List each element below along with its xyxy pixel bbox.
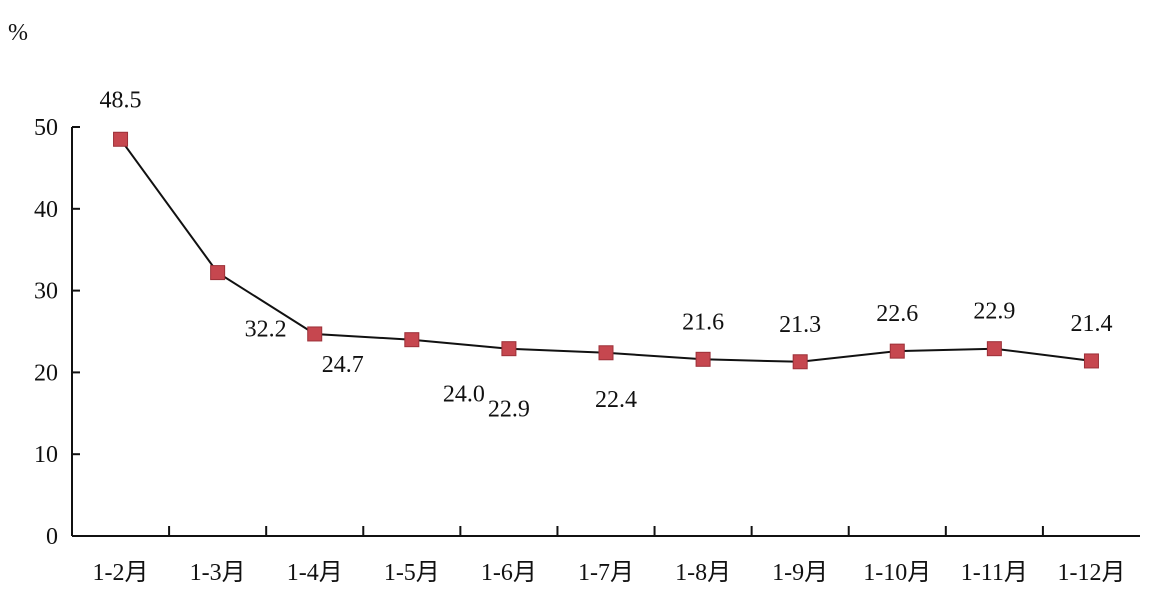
y-tick-label: 50 <box>34 115 58 141</box>
data-point <box>113 131 129 147</box>
data-labels: 48.532.224.724.022.9 22.421.6 21.3 22.6 22.9… <box>100 87 1113 422</box>
data-label: 32.2 <box>245 317 287 343</box>
y-tick-label: 30 <box>34 279 58 305</box>
series-markers <box>113 131 1099 370</box>
x-axis-ticks: 1-2月 1-3月 1-4月 1-5月 1-6月 1-7月 1-8月 1-9月 1-10月 1-1… <box>93 526 1125 586</box>
data-point <box>1083 353 1099 369</box>
x-tick-label: 1-11月 <box>961 560 1028 586</box>
data-label: 22.4 <box>595 387 637 413</box>
x-tick-label: 1-5月 <box>384 560 440 586</box>
data-label: 24.0 <box>443 382 485 408</box>
x-tick-label: 1-6月 <box>481 560 537 586</box>
data-point <box>210 265 226 281</box>
data-point <box>695 351 711 367</box>
x-tick-label: 1-7月 <box>578 560 634 586</box>
data-label: 22.9 <box>488 397 530 423</box>
data-label: 22.9 <box>973 299 1015 325</box>
data-point <box>307 326 323 342</box>
data-label: 21.6 <box>682 309 724 335</box>
data-point <box>986 341 1002 357</box>
x-tick-label: 1-4月 <box>287 560 343 586</box>
data-label: 21.4 <box>1070 311 1112 337</box>
data-label: 21.3 <box>779 312 821 338</box>
x-tick-label: 1-8月 <box>675 560 731 586</box>
data-point <box>501 341 517 357</box>
y-axis-ticks: 0 10 20 30 40 50 <box>34 115 80 550</box>
y-tick-label: 10 <box>34 442 58 468</box>
data-label: 48.5 <box>100 87 142 113</box>
y-tick-label: 20 <box>34 360 58 386</box>
y-axis-unit-label: % <box>8 20 28 46</box>
data-point <box>598 345 614 361</box>
data-label: 22.6 <box>876 301 918 327</box>
x-tick-label: 1-10月 <box>863 560 931 586</box>
x-tick-label: 1-2月 <box>93 560 149 586</box>
data-point <box>404 332 420 348</box>
x-tick-label: 1-3月 <box>190 560 246 586</box>
data-point <box>889 343 905 359</box>
data-point <box>792 354 808 370</box>
y-tick-label: 40 <box>34 197 58 223</box>
x-tick-label: 1-12月 <box>1057 560 1125 586</box>
y-tick-label: 0 <box>46 524 58 550</box>
data-label: 24.7 <box>322 352 364 378</box>
x-tick-label: 1-9月 <box>772 560 828 586</box>
